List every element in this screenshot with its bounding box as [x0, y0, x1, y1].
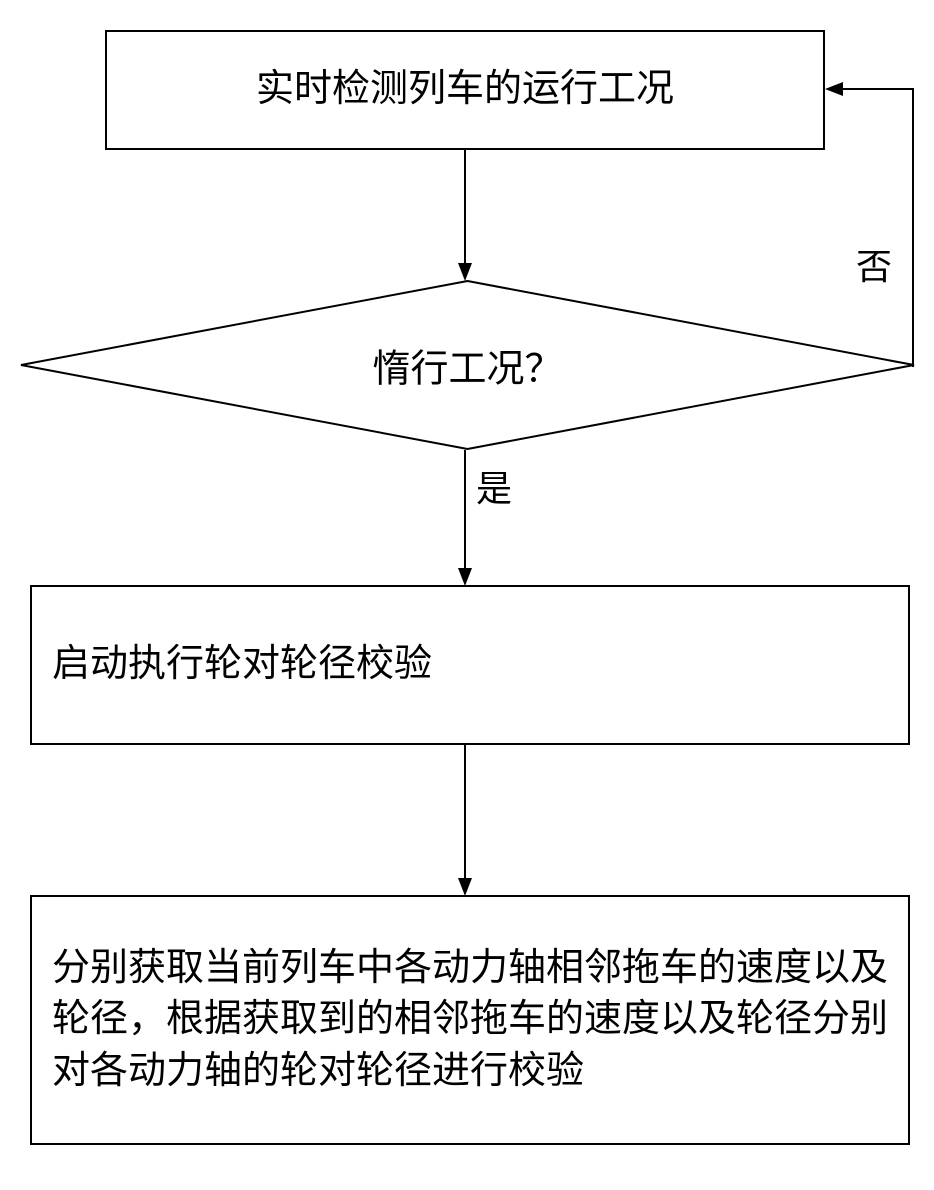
step1-text: 实时检测列车的运行工况: [256, 63, 674, 116]
yes-label: 是: [476, 460, 512, 512]
yes-line: [464, 450, 466, 570]
flowchart-decision: 惰行工况？: [20, 280, 915, 450]
step2-text: 启动执行轮对轮径校验: [52, 638, 432, 691]
arrow-3-head: [458, 878, 472, 896]
no-line-up: [912, 88, 914, 367]
step3-text: 分别获取当前列车中各动力轴相邻拖车的速度以及轮径，根据获取到的相邻拖车的速度以及…: [52, 943, 888, 1097]
arrow-1-head: [458, 263, 472, 281]
no-arrow-head: [825, 82, 843, 96]
arrow-3-line: [464, 745, 466, 880]
no-label: 否: [856, 238, 892, 290]
arrow-1-line: [464, 150, 466, 265]
decision-text: 惰行工况？: [372, 338, 562, 393]
no-line-left: [840, 88, 914, 90]
flowchart-step-start-calibration: 启动执行轮对轮径校验: [30, 585, 910, 745]
yes-arrow-head: [458, 568, 472, 586]
flowchart-step-calibrate: 分别获取当前列车中各动力轴相邻拖车的速度以及轮径，根据获取到的相邻拖车的速度以及…: [30, 895, 910, 1145]
flowchart-step-detect: 实时检测列车的运行工况: [105, 30, 825, 150]
